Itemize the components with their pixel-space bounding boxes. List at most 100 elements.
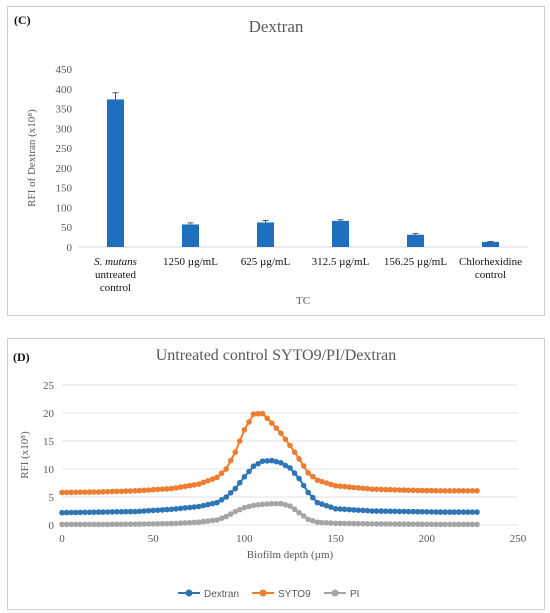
data-point-dextran (200, 502, 207, 509)
data-point-pi (159, 520, 166, 527)
data-point-pi (200, 518, 207, 525)
data-point-pi (232, 508, 239, 515)
data-point-syto9 (227, 457, 234, 464)
data-point-pi (387, 521, 394, 527)
data-point-syto9 (392, 487, 398, 493)
data-point-pi (72, 521, 79, 528)
y-tick-label: 400 (56, 84, 73, 96)
data-point-dextran (186, 504, 193, 511)
category-label-5: Chlorhexidine control (459, 256, 522, 281)
data-point-dextran (341, 506, 348, 513)
data-point-pi (396, 521, 403, 527)
data-point-dextran (113, 509, 120, 515)
data-point-syto9 (287, 442, 293, 449)
data-point-syto9 (155, 486, 161, 493)
data-point-dextran (314, 499, 321, 506)
data-point-pi (95, 521, 102, 528)
bar-5 (482, 241, 499, 247)
data-point-pi (446, 521, 453, 528)
y-tick-label: 200 (56, 163, 73, 175)
data-point-pi (186, 519, 193, 526)
data-point-pi (91, 521, 97, 528)
data-point-syto9 (269, 420, 275, 426)
data-point-dextran (364, 507, 371, 514)
data-point-dextran (155, 507, 161, 513)
data-point-dextran (145, 507, 152, 514)
data-point-pi (373, 521, 380, 527)
data-point-syto9 (474, 488, 480, 494)
y-tick-label: 25 (43, 380, 55, 392)
data-point-pi (337, 520, 344, 527)
data-point-dextran (82, 509, 88, 516)
data-point-dextran (455, 509, 462, 515)
data-point-syto9 (113, 488, 120, 495)
data-point-pi (314, 519, 321, 525)
y-tick-label: 150 (56, 183, 73, 195)
series-line-pi (62, 502, 477, 526)
data-point-syto9 (378, 486, 385, 493)
data-point-dextran (351, 507, 357, 513)
data-point-syto9 (346, 484, 353, 490)
data-point-dextran (273, 458, 280, 465)
data-point-dextran (259, 458, 266, 464)
y-tick-label: 350 (56, 104, 73, 116)
data-point-pi (296, 509, 302, 516)
data-point-pi (451, 521, 458, 528)
data-point-dextran (100, 509, 106, 515)
data-point-dextran (401, 508, 407, 515)
data-point-syto9 (246, 419, 252, 425)
data-point-syto9 (205, 478, 211, 484)
data-point-dextran (77, 509, 83, 516)
data-point-pi (182, 520, 188, 526)
data-point-dextran (241, 474, 248, 480)
data-point-syto9 (177, 484, 184, 490)
data-point-pi (310, 518, 316, 524)
data-point-dextran (373, 508, 380, 514)
data-point-syto9 (396, 487, 403, 493)
data-point-pi (351, 520, 357, 527)
data-point-syto9 (428, 487, 435, 494)
data-point-syto9 (237, 438, 243, 444)
data-point-pi (68, 521, 74, 528)
data-point-pi (191, 519, 197, 526)
data-point-pi (300, 513, 307, 519)
panel-d-depth-line-chart: (D) Untreated control SYTO9/PI/Dextran 0… (7, 338, 545, 610)
data-point-pi (264, 501, 271, 507)
data-point-syto9 (300, 463, 307, 469)
y-axis-title: RFI (x10⁸) (19, 431, 31, 479)
data-point-pi (378, 521, 385, 527)
data-point-syto9 (437, 488, 444, 494)
data-point-syto9 (77, 489, 83, 495)
data-point-syto9 (424, 487, 430, 494)
y-axis-title: RFI of Dextran (x10⁸) (26, 109, 38, 207)
data-point-dextran (392, 508, 398, 515)
data-point-pi (259, 501, 266, 508)
data-point-dextran (164, 506, 170, 513)
data-point-dextran (346, 506, 353, 513)
data-point-syto9 (442, 488, 448, 494)
data-point-dextran (209, 500, 216, 507)
data-point-dextran (278, 460, 284, 466)
data-point-dextran (264, 458, 271, 464)
legend-label-pi: PI (350, 589, 359, 600)
data-point-dextran (214, 499, 220, 506)
data-point-pi (424, 521, 430, 528)
data-point-syto9 (132, 488, 138, 494)
data-point-syto9 (323, 480, 330, 486)
data-point-syto9 (310, 473, 316, 480)
data-point-pi (214, 517, 220, 523)
y-tick-label: 0 (49, 520, 55, 532)
data-point-dextran (383, 508, 389, 514)
data-point-pi (145, 521, 152, 527)
data-point-syto9 (82, 489, 88, 495)
x-tick-label: 250 (510, 533, 527, 545)
data-point-syto9 (159, 486, 166, 492)
data-point-pi (164, 520, 170, 527)
data-point-syto9 (223, 466, 229, 472)
data-point-syto9 (414, 487, 421, 494)
data-point-syto9 (369, 486, 375, 492)
panel-d-letter: (D) (13, 350, 30, 364)
data-point-syto9 (191, 482, 197, 488)
data-point-syto9 (218, 470, 225, 476)
category-label-1: 1250 µg/mL (163, 256, 218, 268)
